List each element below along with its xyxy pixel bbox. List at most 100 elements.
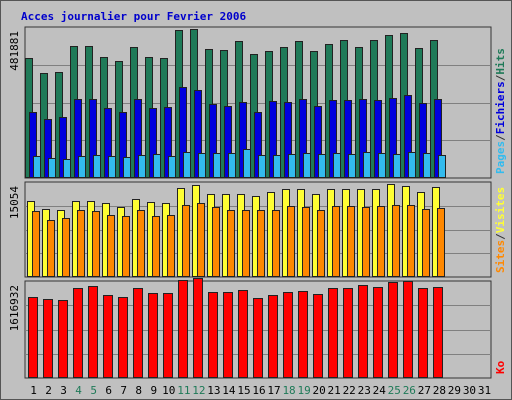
bar-pages-day-1 bbox=[33, 156, 41, 178]
legend-visites: Sites/Visites bbox=[494, 187, 507, 273]
bar-ko-day-6 bbox=[103, 295, 113, 378]
x-tick-label-day-24: 24 bbox=[373, 384, 387, 397]
x-tick-label-day-20: 20 bbox=[313, 384, 326, 397]
x-tick-label-day-30: 30 bbox=[463, 384, 476, 397]
bar-sites-day-11 bbox=[182, 205, 190, 277]
x-tick-label-day-11: 11 bbox=[177, 384, 190, 397]
x-tick-label-day-10: 10 bbox=[162, 384, 175, 397]
legend-ko: Ko bbox=[494, 360, 507, 374]
bar-ko-day-5 bbox=[88, 286, 98, 378]
legend-entry: / bbox=[494, 134, 507, 141]
x-tick-label-day-15: 15 bbox=[237, 384, 250, 397]
y-max-label-ko: 1616932 bbox=[8, 285, 21, 331]
bar-ko-day-1 bbox=[28, 297, 38, 378]
legend-hits: Pages/Fichiers/Hits bbox=[494, 48, 507, 174]
bar-pages-day-26 bbox=[408, 152, 416, 178]
y-max-label-visites: 15054 bbox=[8, 186, 21, 219]
bar-sites-day-15 bbox=[242, 210, 250, 277]
legend-entry: / bbox=[494, 74, 507, 81]
bar-sites-day-9 bbox=[152, 216, 160, 277]
x-tick-label-day-26: 26 bbox=[403, 384, 416, 397]
bar-sites-day-20 bbox=[317, 210, 325, 277]
bar-pages-day-20 bbox=[318, 154, 326, 178]
bar-ko-day-27 bbox=[418, 288, 428, 378]
legend-entry: Sites bbox=[494, 240, 507, 273]
bar-sites-day-8 bbox=[137, 210, 145, 277]
bar-pages-day-19 bbox=[303, 153, 311, 178]
bar-sites-day-23 bbox=[362, 207, 370, 277]
bar-pages-day-25 bbox=[393, 154, 401, 178]
bar-pages-day-3 bbox=[63, 159, 71, 178]
bar-pages-day-21 bbox=[333, 153, 341, 178]
x-tick-label-day-7: 7 bbox=[120, 384, 127, 397]
bar-ko-day-16 bbox=[253, 298, 263, 378]
bar-pages-day-7 bbox=[123, 157, 131, 178]
bar-ko-day-12 bbox=[193, 278, 203, 378]
bar-ko-day-20 bbox=[313, 294, 323, 378]
bar-pages-day-22 bbox=[348, 154, 356, 178]
bar-ko-day-11 bbox=[178, 280, 188, 378]
chart-title: Acces journalier pour Fevrier 2006 bbox=[21, 10, 247, 23]
bar-sites-day-12 bbox=[197, 203, 205, 277]
bar-pages-day-5 bbox=[93, 155, 101, 178]
bar-ko-day-10 bbox=[163, 293, 173, 378]
bar-ko-day-22 bbox=[343, 288, 353, 378]
bar-pages-day-12 bbox=[198, 153, 206, 178]
bar-sites-day-27 bbox=[422, 209, 430, 277]
bar-ko-day-24 bbox=[373, 287, 383, 378]
bar-ko-day-18 bbox=[283, 292, 293, 378]
x-tick-label-day-25: 25 bbox=[388, 384, 401, 397]
bar-ko-day-3 bbox=[58, 300, 68, 378]
x-tick-label-day-14: 14 bbox=[222, 384, 236, 397]
x-tick-label-day-1: 1 bbox=[30, 384, 37, 397]
x-tick-label-day-29: 29 bbox=[448, 384, 461, 397]
bar-ko-day-25 bbox=[388, 282, 398, 378]
bar-sites-day-18 bbox=[287, 206, 295, 277]
legend-entry: Fichiers bbox=[494, 81, 507, 134]
bar-pages-day-6 bbox=[108, 156, 116, 178]
legend-entry: Visites bbox=[494, 187, 507, 233]
bar-pages-day-18 bbox=[288, 154, 296, 178]
bar-ko-day-23 bbox=[358, 285, 368, 378]
bar-pages-day-16 bbox=[258, 155, 266, 178]
x-tick-label-day-23: 23 bbox=[358, 384, 371, 397]
bar-ko-day-13 bbox=[208, 292, 218, 378]
bar-sites-day-28 bbox=[437, 208, 445, 277]
bar-pages-day-9 bbox=[153, 154, 161, 178]
bar-ko-day-4 bbox=[73, 288, 83, 378]
bar-sites-day-22 bbox=[347, 206, 355, 277]
x-tick-label-day-6: 6 bbox=[105, 384, 112, 397]
x-tick-label-day-12: 12 bbox=[192, 384, 205, 397]
x-tick-label-day-13: 13 bbox=[207, 384, 220, 397]
bar-sites-day-26 bbox=[407, 205, 415, 277]
bar-pages-day-27 bbox=[423, 153, 431, 178]
bar-sites-day-17 bbox=[272, 210, 280, 277]
x-tick-label-day-27: 27 bbox=[418, 384, 431, 397]
x-tick-label-day-9: 9 bbox=[150, 384, 157, 397]
bar-sites-day-14 bbox=[227, 210, 235, 277]
bar-pages-day-13 bbox=[213, 153, 221, 178]
legend-entry: / bbox=[494, 233, 507, 240]
bar-ko-day-9 bbox=[148, 293, 158, 378]
bar-sites-day-5 bbox=[92, 211, 100, 277]
bar-sites-day-19 bbox=[302, 207, 310, 277]
bar-ko-day-14 bbox=[223, 292, 233, 378]
x-tick-label-day-8: 8 bbox=[135, 384, 142, 397]
x-tick-label-day-5: 5 bbox=[90, 384, 97, 397]
bar-sites-day-10 bbox=[167, 215, 175, 277]
x-tick-label-day-16: 16 bbox=[252, 384, 265, 397]
bar-ko-day-7 bbox=[118, 297, 128, 378]
bar-ko-day-15 bbox=[238, 290, 248, 378]
x-tick-label-day-28: 28 bbox=[433, 384, 446, 397]
bar-pages-day-8 bbox=[138, 155, 146, 178]
legend-entry: Pages bbox=[494, 141, 507, 174]
bar-pages-day-24 bbox=[378, 153, 386, 178]
bar-ko-day-26 bbox=[403, 281, 413, 378]
bar-sites-day-7 bbox=[122, 216, 130, 277]
x-tick-label-day-18: 18 bbox=[282, 384, 295, 397]
bar-sites-day-24 bbox=[377, 206, 385, 277]
bar-ko-day-8 bbox=[133, 288, 143, 378]
bar-sites-day-3 bbox=[62, 218, 70, 277]
bar-sites-day-16 bbox=[257, 210, 265, 277]
